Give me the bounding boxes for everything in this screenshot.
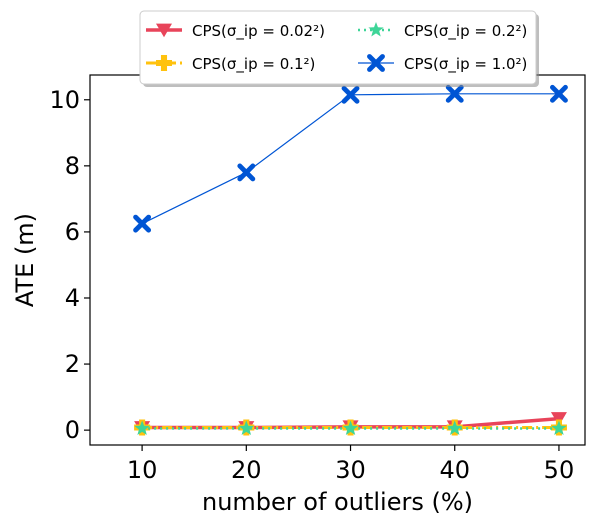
data-point: [156, 55, 173, 71]
legend-label: CPS(σ_ip = 1.0²): [404, 55, 527, 74]
plot-area-border: [89, 74, 586, 446]
data-point: [551, 420, 567, 435]
data-point: [238, 420, 254, 435]
x-axis-title: number of outliers (%): [202, 488, 473, 516]
series-4: [133, 84, 568, 233]
x-tick-label: 10: [127, 456, 158, 484]
y-tick-label: 2: [65, 350, 80, 378]
legend-entry: CPS(σ_ip = 1.0²): [358, 54, 527, 74]
series-line: [141, 93, 559, 225]
x-axis: 10 20 30 40 50: [127, 445, 574, 484]
x-tick-label: 20: [231, 456, 262, 484]
legend-entry: CPS(σ_ip = 0.1²): [146, 55, 315, 74]
data-point: [134, 420, 150, 435]
y-axis: 0 2 4 6 8 10: [49, 86, 90, 444]
y-tick-label: 6: [65, 218, 80, 246]
legend-box: [139, 10, 537, 85]
legend-entry: CPS(σ_ip = 0.02²): [146, 22, 325, 41]
legend-label: CPS(σ_ip = 0.1²): [192, 55, 315, 74]
data-point: [445, 84, 464, 103]
legend: CPS(σ_ip = 0.02²) CPS(σ_ip = 0.1²) CPS(σ_i…: [139, 10, 539, 87]
data-point: [341, 85, 360, 104]
data-point: [133, 214, 152, 233]
y-axis-title: ATE (m): [11, 213, 39, 307]
legend-label: CPS(σ_ip = 0.2²): [404, 22, 527, 41]
legend-entry: CPS(σ_ip = 0.2²): [358, 22, 527, 41]
data-point: [237, 163, 256, 182]
y-tick-label: 10: [49, 86, 80, 114]
legend-label: CPS(σ_ip = 0.02²): [192, 22, 325, 41]
x-tick-label: 50: [544, 456, 575, 484]
data-point: [342, 420, 359, 435]
data-point: [447, 420, 463, 435]
y-tick-label: 4: [65, 284, 80, 312]
series-layer: [133, 84, 568, 436]
y-tick-label: 8: [65, 152, 80, 180]
y-tick-label: 0: [65, 416, 80, 444]
data-point: [367, 54, 385, 72]
x-tick-label: 40: [439, 456, 470, 484]
data-point: [550, 412, 567, 426]
x-tick-label: 30: [335, 456, 366, 484]
data-point: [156, 23, 172, 38]
plot-frame: [89, 74, 586, 446]
series-3: [134, 420, 567, 435]
data-point: [368, 22, 384, 37]
data-point: [550, 84, 568, 103]
